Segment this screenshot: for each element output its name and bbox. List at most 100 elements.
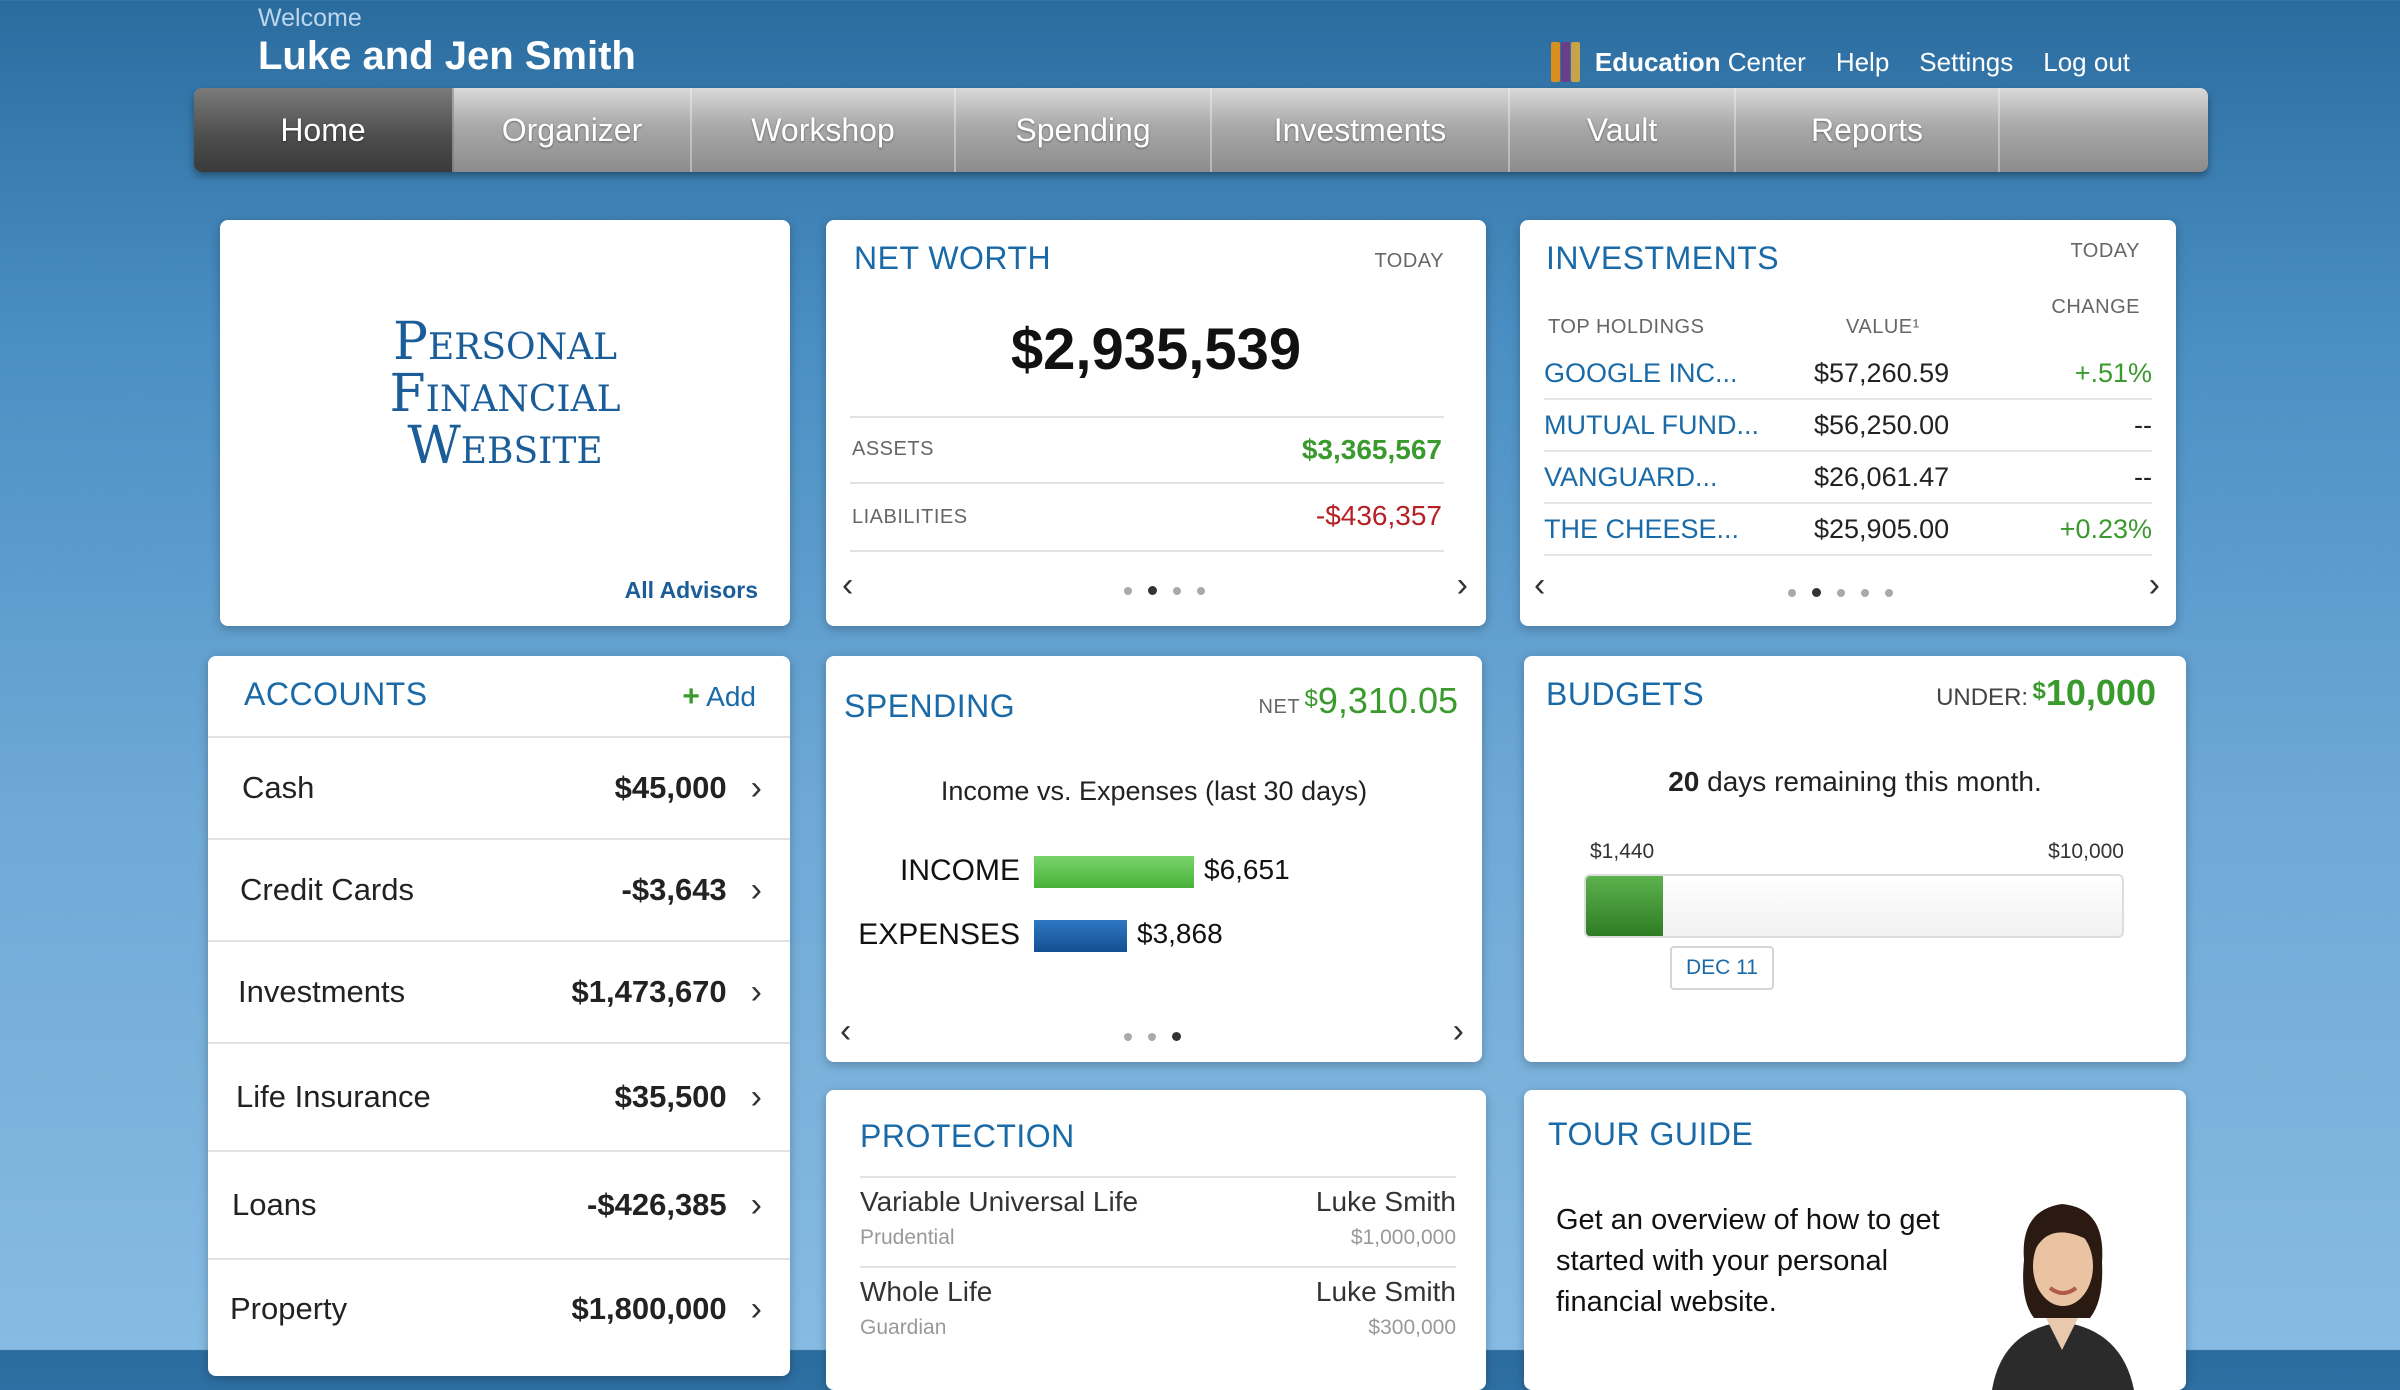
tour-guide-card[interactable]: TOUR GUIDE Get an overview of how to get… <box>1524 1090 2186 1390</box>
add-account-button[interactable]: + Add <box>682 680 756 714</box>
top-links: Education Center Help Settings Log out <box>1550 42 2130 82</box>
help-link[interactable]: Help <box>1835 46 1890 77</box>
pager-dot[interactable] <box>1837 588 1845 597</box>
spending-subtitle: Income vs. Expenses (last 30 days) <box>940 776 1368 806</box>
all-advisors-link[interactable]: All Advisors <box>624 577 758 603</box>
pager-dot[interactable] <box>1172 1032 1181 1041</box>
account-row-loans[interactable]: Loans -$426,385 › <box>208 1152 790 1260</box>
policy-row[interactable]: Whole Life Luke Smith Guardian $300,000 <box>860 1276 1456 1358</box>
pager-dot[interactable] <box>1197 586 1205 595</box>
education-rest: Center <box>1727 46 1806 77</box>
budget-fill <box>1586 876 1664 936</box>
income-bar <box>1034 856 1194 888</box>
nav-vault[interactable]: Vault <box>1510 88 1736 172</box>
pager-dot[interactable] <box>1788 588 1796 597</box>
pager-dot[interactable] <box>1148 586 1157 595</box>
nav-organizer[interactable]: Organizer <box>454 88 692 172</box>
holding-row[interactable]: MUTUAL FUND... $56,250.00 -- <box>1544 400 2152 452</box>
divider <box>850 416 1444 418</box>
education-bold: Education <box>1594 46 1721 77</box>
budget-track <box>1584 874 2124 938</box>
logout-link[interactable]: Log out <box>2043 46 2130 77</box>
pager-dot[interactable] <box>1173 586 1181 595</box>
holding-value: $25,905.00 <box>1814 513 1950 544</box>
prev-arrow-icon[interactable]: ‹ <box>842 566 854 604</box>
accounts-title: ACCOUNTS <box>244 676 428 712</box>
pager-dot[interactable] <box>1124 1032 1132 1041</box>
account-amount: $1,800,000 <box>571 1291 727 1326</box>
nav-workshop[interactable]: Workshop <box>692 88 956 172</box>
prev-arrow-icon[interactable]: ‹ <box>1534 566 1546 604</box>
pager-dot[interactable] <box>1148 1032 1156 1041</box>
account-amount: $35,500 <box>614 1079 727 1114</box>
next-arrow-icon[interactable]: › <box>1456 566 1468 604</box>
policy-owner: Luke Smith <box>1315 1186 1456 1217</box>
next-arrow-icon[interactable]: › <box>1452 1012 1464 1050</box>
account-amount: -$3,643 <box>621 872 727 907</box>
account-row-property[interactable]: Property $1,800,000 › <box>208 1260 790 1358</box>
account-row-investments[interactable]: Investments $1,473,670 › <box>208 942 790 1044</box>
brand-logo: Personal Financial Website <box>220 316 790 472</box>
pager-dot[interactable] <box>1812 588 1821 597</box>
holding-name[interactable]: GOOGLE INC... <box>1544 357 1738 388</box>
brand-line1: Personal <box>393 312 617 372</box>
expenses-value: $3,868 <box>1137 918 1223 949</box>
nav-reports[interactable]: Reports <box>1736 88 2000 172</box>
protection-title: PROTECTION <box>860 1118 1075 1154</box>
spending-card: SPENDING NET $9,310.05 Income vs. Expens… <box>826 656 1482 1062</box>
pager-dots <box>1124 586 1205 595</box>
next-arrow-icon[interactable]: › <box>2148 566 2160 604</box>
account-name: Investments <box>238 974 406 1009</box>
holding-change: -- <box>2134 409 2152 440</box>
budgets-title: BUDGETS <box>1546 676 1705 712</box>
account-row-credit-cards[interactable]: Credit Cards -$3,643 › <box>208 840 790 942</box>
nav-home[interactable]: Home <box>194 88 454 172</box>
expenses-label: EXPENSES <box>858 918 1020 951</box>
nav-investments[interactable]: Investments <box>1212 88 1510 172</box>
pager-dot[interactable] <box>1885 588 1893 597</box>
holding-name[interactable]: THE CHEESE... <box>1544 513 1740 544</box>
liabilities-label: LIABILITIES <box>852 506 968 528</box>
pager-dot[interactable] <box>1124 586 1132 595</box>
income-value: $6,651 <box>1204 854 1290 885</box>
chevron-right-icon: › <box>750 768 762 807</box>
assets-label: ASSETS <box>852 438 934 460</box>
days-remaining: 20 days remaining this month. <box>1524 766 2186 798</box>
budgets-card: BUDGETS UNDER: $10,000 20 days remaining… <box>1524 656 2186 1062</box>
col-change: CHANGE <box>2051 296 2140 318</box>
chevron-right-icon: › <box>750 972 762 1011</box>
holding-name[interactable]: VANGUARD... <box>1544 461 1718 492</box>
holding-row[interactable]: THE CHEESE... $25,905.00 +0.23% <box>1544 504 2152 556</box>
holding-row[interactable]: VANGUARD... $26,061.47 -- <box>1544 452 2152 504</box>
net-worth-period: TODAY <box>1374 250 1444 272</box>
holding-row[interactable]: GOOGLE INC... $57,260.59 +.51% <box>1544 348 2152 400</box>
chevron-right-icon: › <box>750 870 762 909</box>
pager-dot[interactable] <box>1861 588 1869 597</box>
brand-card: Personal Financial Website All Advisors <box>220 220 790 626</box>
chevron-right-icon: › <box>750 1289 762 1328</box>
account-row-life-insurance[interactable]: Life Insurance $35,500 › <box>208 1044 790 1152</box>
investments-card: INVESTMENTS TODAY CHANGE TOP HOLDINGS VA… <box>1520 220 2176 626</box>
account-row-cash[interactable]: Cash $45,000 › <box>208 738 790 840</box>
net-worth-card: NET WORTH TODAY $2,935,539 ASSETS $3,365… <box>826 220 1486 626</box>
policy-amount: $300,000 <box>1368 1316 1456 1339</box>
holding-name[interactable]: MUTUAL FUND... <box>1544 409 1759 440</box>
divider <box>860 1266 1456 1268</box>
pager-dots <box>1124 1032 1181 1041</box>
nav-spending[interactable]: Spending <box>956 88 1212 172</box>
policy-row[interactable]: Variable Universal Life Luke Smith Prude… <box>860 1186 1456 1268</box>
net-worth-title: NET WORTH <box>854 240 1052 276</box>
nav-filler <box>2000 88 2208 172</box>
divider <box>850 482 1444 484</box>
settings-link[interactable]: Settings <box>1919 46 2014 77</box>
education-center-link[interactable]: Education Center <box>1550 42 1806 82</box>
book-icon <box>1550 42 1581 82</box>
days-number: 20 <box>1668 766 1700 797</box>
holding-change: -- <box>2134 461 2152 492</box>
account-name: Property <box>230 1291 348 1326</box>
brand-line2: Financial <box>389 364 621 424</box>
accounts-card: ACCOUNTS + Add Cash $45,000 › Credit Car… <box>208 656 790 1376</box>
prev-arrow-icon[interactable]: ‹ <box>840 1012 852 1050</box>
holding-change: +.51% <box>2074 357 2152 388</box>
policy-insurer: Guardian <box>860 1316 947 1339</box>
